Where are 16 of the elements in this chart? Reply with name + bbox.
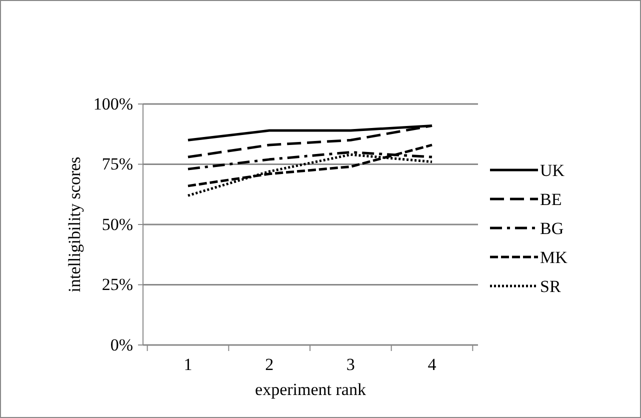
y-tick-label: 50% bbox=[102, 214, 133, 234]
x-tick-label: 2 bbox=[265, 355, 274, 374]
y-tick-label: 100% bbox=[93, 94, 133, 114]
x-tick-label: 1 bbox=[184, 355, 192, 374]
legend-label: MK bbox=[540, 248, 568, 267]
legend-label: BG bbox=[540, 219, 564, 238]
y-tick-label: 25% bbox=[102, 275, 133, 294]
x-tick-label: 4 bbox=[428, 355, 437, 374]
x-tick-label: 3 bbox=[346, 355, 355, 374]
legend-label: SR bbox=[540, 277, 562, 296]
legend-label: BE bbox=[540, 190, 562, 209]
legend-label: UK bbox=[540, 161, 566, 180]
y-axis-title: intelligibility scores bbox=[65, 156, 84, 292]
x-axis-title: experiment rank bbox=[255, 380, 366, 399]
y-tick-label: 0% bbox=[110, 335, 133, 354]
y-tick-label: 75% bbox=[102, 154, 133, 174]
